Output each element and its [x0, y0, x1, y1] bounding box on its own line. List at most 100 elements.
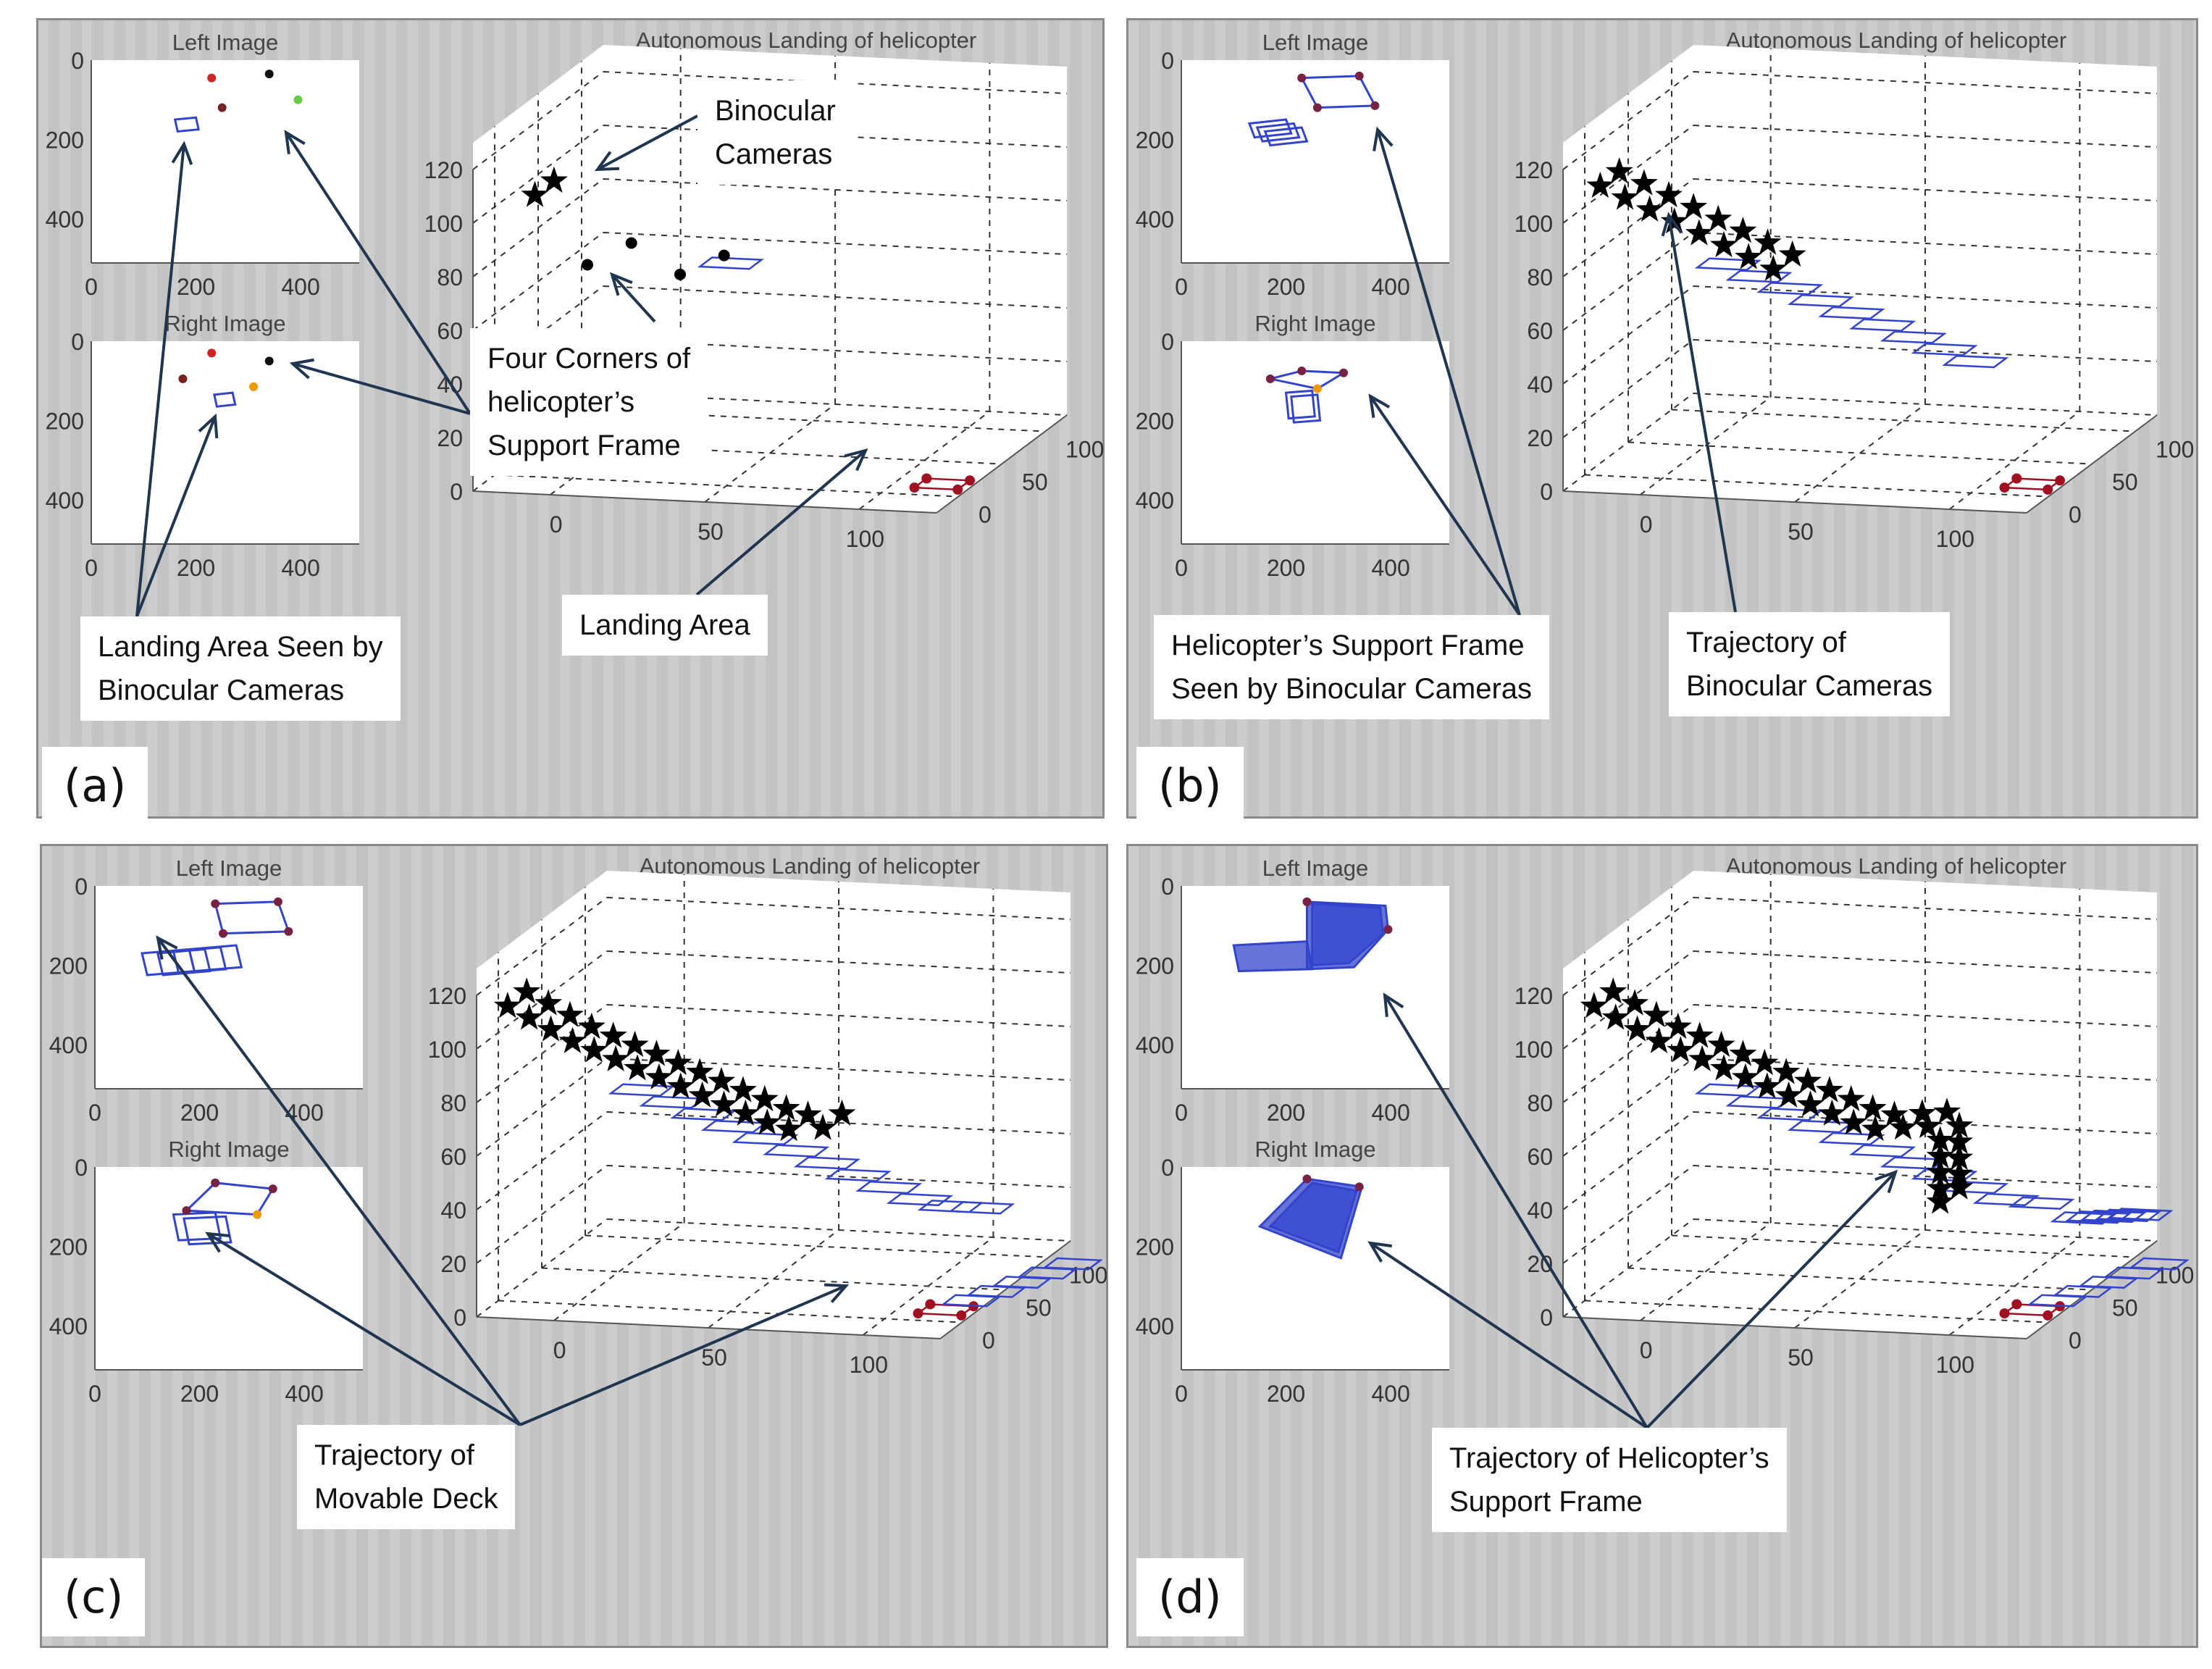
panel-c: Left Image 0 200 400 0 200 400 Right Image 0 200 4…	[40, 844, 1108, 1648]
support-frame	[1694, 257, 1761, 271]
camera-star-marker	[1840, 1108, 1868, 1135]
inset-y-tick: 200	[46, 127, 84, 153]
annotation-label: Trajectory of Binocular Cameras	[1669, 612, 1951, 716]
inset-y-tick: 400	[1136, 206, 1174, 233]
arrowhead-icon	[1383, 992, 1404, 1018]
z-tick: 20	[440, 1251, 466, 1277]
support-frame	[1849, 318, 1916, 332]
z-tick: 120	[424, 157, 463, 183]
frame-projection	[1290, 393, 1322, 424]
grid-line	[1640, 396, 1772, 495]
annotation-arrow	[695, 449, 867, 596]
inset-x-tick: 200	[1267, 555, 1305, 581]
scene-title: Autonomous Landing of helicopter	[636, 28, 977, 53]
grid-line	[1671, 1234, 2136, 1258]
scene-3d: Autonomous Landing of helicopter 0 20 40 60 8…	[1515, 28, 2195, 552]
inset-y-tick: 0	[71, 48, 84, 74]
left-image-plot: Left Image 0 200 400 0 200 400	[1136, 856, 1449, 1126]
grid-line	[1693, 1058, 2158, 1081]
feature-point	[1265, 374, 1275, 383]
z-tick: 100	[428, 1037, 466, 1063]
camera-star-marker	[729, 1076, 757, 1103]
camera-star-marker	[1933, 1097, 1961, 1124]
annotation-arrow	[1369, 395, 1521, 616]
camera-star-marker	[1772, 1058, 1801, 1084]
right-image-plot: Right Image 0 200 400 0 200 400	[49, 1137, 363, 1407]
camera-star-marker	[772, 1094, 800, 1121]
scene-title: Autonomous Landing of helicopter	[1726, 28, 2067, 53]
inset-y-tick: 0	[75, 874, 88, 900]
z-tick: 60	[437, 318, 463, 344]
inset-title: Left Image	[172, 30, 278, 55]
inset-y-tick: 200	[1136, 953, 1174, 979]
arrowhead-icon	[594, 151, 620, 172]
camera-star-marker	[1599, 977, 1627, 1004]
z-tick: 120	[1515, 157, 1553, 183]
grid-line	[585, 1234, 1050, 1258]
support-frame	[608, 1083, 675, 1097]
camera-star-marker	[1731, 1063, 1759, 1089]
y-tick: 100	[2156, 437, 2194, 463]
feature-point	[273, 897, 282, 906]
inset-y-tick: 0	[1161, 1155, 1174, 1181]
left-image-plot: Left Image 0 200 400 0 200 400	[46, 30, 359, 300]
annotation-arrow	[1376, 129, 1521, 616]
camera-star-marker	[1611, 183, 1639, 210]
inset-plot-area	[1181, 60, 1449, 263]
camera-star-marker	[1635, 195, 1664, 222]
camera-star-marker	[775, 1115, 803, 1142]
arrowhead-icon	[289, 358, 314, 380]
camera-star-marker	[1660, 207, 1688, 234]
annotation-label: Landing Area	[562, 595, 768, 656]
y-axis	[939, 1240, 1071, 1339]
arrowhead-icon	[844, 448, 868, 472]
x-axis	[1562, 490, 2027, 514]
annotation-arrow	[1667, 214, 1737, 613]
inset-x-tick: 400	[1371, 1100, 1409, 1126]
camera-star-marker	[688, 1081, 716, 1108]
grid-line	[581, 409, 1046, 432]
camera-star-marker	[1778, 240, 1806, 267]
feature-point	[211, 1178, 220, 1187]
arrowhead-icon	[284, 130, 306, 155]
inset-title: Left Image	[176, 856, 282, 881]
y-tick: 0	[979, 502, 992, 528]
inset-x-tick: 400	[285, 1381, 323, 1407]
annotation-label: Helicopter’s Support Frame Seen by Binoc…	[1154, 615, 1550, 719]
feature-point	[1383, 925, 1393, 934]
inset-y-tick: 400	[1136, 1032, 1174, 1058]
x-tick: 100	[1936, 1352, 1974, 1378]
camera-star-marker	[577, 1012, 606, 1040]
camera-star-marker	[623, 1054, 652, 1081]
support-frame	[1694, 1083, 1761, 1097]
z-tick: 60	[1527, 1144, 1553, 1170]
annotation-arrow	[1369, 1242, 1648, 1429]
support-frame	[948, 1201, 1015, 1215]
z-tick: 80	[1527, 264, 1553, 290]
x-axis	[1562, 1316, 2027, 1339]
inset-x-tick: 0	[88, 1381, 101, 1407]
z-tick: 40	[440, 1197, 466, 1223]
inset-x-tick: 400	[1371, 274, 1409, 300]
camera-star-marker	[1645, 1026, 1673, 1053]
annotation-label: Binocular Cameras	[697, 80, 853, 185]
camera-star-marker	[493, 992, 521, 1018]
inset-title: Left Image	[1262, 856, 1368, 881]
support-frame	[886, 1192, 953, 1207]
camera-star-marker	[521, 180, 549, 207]
frame-projection	[1268, 1181, 1359, 1254]
z-tick: 120	[428, 983, 466, 1009]
inset-title: Right Image	[164, 311, 285, 336]
camera-star-marker	[599, 1021, 627, 1048]
inset-x-tick: 400	[285, 1100, 323, 1126]
camera-star-marker	[1623, 1015, 1651, 1042]
frame-projection	[172, 1211, 222, 1242]
left-image-plot: Left Image 0 200 400 0 200 400	[1136, 30, 1449, 300]
feature-point	[284, 926, 293, 936]
inset-x-tick: 200	[180, 1381, 219, 1407]
grid-line	[603, 339, 1068, 362]
frame-projection	[173, 116, 200, 133]
camera-star-marker	[1796, 1090, 1825, 1117]
inset-y-tick: 200	[49, 1234, 88, 1260]
z-tick: 60	[440, 1144, 466, 1170]
